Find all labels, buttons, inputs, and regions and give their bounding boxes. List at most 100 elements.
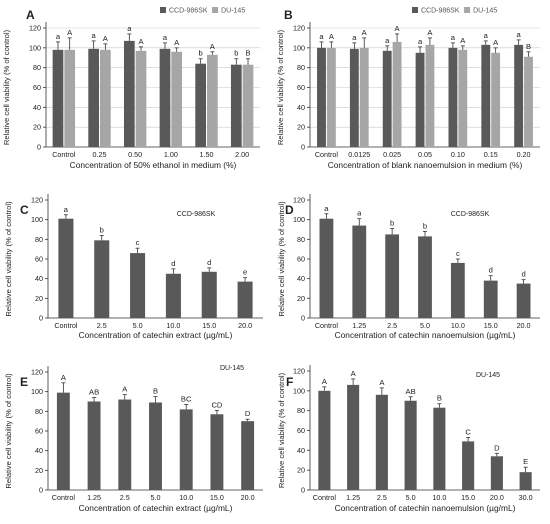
bar	[516, 283, 531, 318]
bar	[349, 48, 359, 148]
legend-swatch	[212, 7, 219, 13]
y-tick-label: 40	[297, 103, 305, 112]
y-tick-label: 80	[297, 63, 305, 72]
significance-label: e	[243, 268, 247, 277]
significance-label: b	[100, 225, 104, 234]
y-tick-label: 80	[35, 407, 43, 416]
y-tick-label: 100	[293, 43, 305, 52]
panel-f: 0 20 40 60 80 100 120 A A A AB B C D E Control 1.25 2.5 5.…	[277, 365, 540, 513]
x-tick-label: 0.15	[484, 150, 498, 159]
significance-label: A	[103, 34, 109, 43]
bar	[207, 54, 218, 147]
bar	[458, 49, 468, 147]
y-tick-label: 0	[301, 143, 305, 152]
bar	[242, 64, 254, 147]
y-axis-label: Relative cell viability (% of control)	[277, 372, 286, 488]
significance-label: a	[418, 37, 423, 46]
cell-line-note: CCD-986SK	[451, 211, 490, 218]
bar	[352, 225, 367, 318]
bar	[165, 273, 181, 318]
bar	[359, 47, 369, 148]
x-tick-label: 20.0	[238, 321, 252, 330]
y-tick-label: 120	[293, 24, 305, 33]
bar	[100, 49, 111, 147]
x-tick-label: 15.0	[461, 493, 475, 502]
panel-letter: E	[20, 375, 28, 389]
x-tick-label: 5.0	[420, 321, 430, 330]
significance-label: a	[64, 205, 69, 214]
x-tick-label: 10.0	[451, 321, 465, 330]
significance-label: B	[245, 49, 250, 58]
bar	[415, 52, 425, 147]
y-tick-label: 120	[31, 196, 43, 205]
y-tick-label: 40	[297, 274, 305, 283]
x-tick-label: 0.20	[517, 150, 531, 159]
significance-label: b	[199, 49, 203, 58]
x-tick-label: 10.0	[179, 493, 193, 502]
bar	[462, 441, 475, 490]
significance-label: AB	[406, 387, 416, 396]
panel-letter: B	[284, 8, 293, 22]
bar	[491, 52, 501, 147]
bar	[481, 44, 491, 147]
significance-label: A	[379, 378, 385, 387]
y-tick-label: 0	[39, 314, 43, 323]
y-tick-label: 0	[301, 486, 305, 495]
y-tick-label: 0	[301, 314, 305, 323]
x-axis-label: Concentration of catechin extract (µg/mL…	[79, 330, 233, 340]
y-tick-label: 20	[33, 123, 41, 132]
significance-label: c	[456, 249, 460, 258]
x-axis-label: Concentration of blank nanoemulsion in m…	[328, 160, 523, 170]
y-tick-label: 20	[35, 294, 43, 303]
x-tick-label: 2.00	[235, 150, 249, 159]
bar	[317, 47, 326, 148]
x-tick-label: 2.5	[97, 321, 107, 330]
y-axis-label: Relative cell viability (% of control)	[276, 29, 285, 145]
cell-line-note: DU-145	[476, 372, 500, 379]
y-tick-label: 0	[39, 486, 43, 495]
x-tick-label: 5.0	[133, 321, 143, 330]
cell-line-note: DU-145	[220, 365, 244, 372]
significance-label: D	[494, 443, 500, 452]
x-tick-label: 0.25	[93, 150, 107, 159]
x-tick-label: 2.5	[387, 321, 397, 330]
significance-label: a	[163, 33, 168, 42]
bar	[195, 63, 206, 148]
legend-label: DU-145	[473, 8, 497, 15]
bar	[392, 41, 402, 148]
significance-label: c	[136, 238, 140, 247]
bar	[519, 472, 532, 490]
bar	[241, 421, 255, 490]
significance-label: A	[493, 38, 499, 47]
significance-label: C	[465, 427, 471, 436]
x-tick-label: 15.0	[484, 321, 498, 330]
y-axis-label: Relative cell viability (% of control)	[2, 29, 11, 145]
bar	[490, 456, 503, 490]
bar	[130, 253, 146, 318]
bar	[524, 56, 533, 148]
significance-label: A	[395, 24, 401, 33]
y-tick-label: 60	[33, 83, 41, 92]
x-tick-label: 10.0	[166, 321, 180, 330]
significance-label: a	[352, 33, 357, 42]
bar	[201, 271, 217, 318]
significance-label: B	[153, 387, 158, 396]
panel-letter: D	[285, 203, 294, 217]
x-tick-label: Control	[54, 321, 78, 330]
y-tick-label: 40	[35, 274, 43, 283]
x-tick-label: 2.5	[377, 493, 387, 502]
bar	[385, 234, 400, 318]
significance-label: b	[423, 221, 427, 230]
significance-label: A	[61, 373, 67, 382]
x-tick-label: Control	[313, 493, 337, 502]
significance-label: A	[351, 369, 357, 378]
significance-label: d	[489, 266, 493, 275]
panel-d: 0 20 40 60 80 100 120 a a b b c d d Control 1.25 2.5 5.0 1…	[277, 194, 540, 340]
y-tick-label: 100	[31, 215, 43, 224]
bar	[58, 218, 74, 318]
x-tick-label: 0.10	[451, 150, 465, 159]
significance-label: B	[526, 42, 531, 51]
